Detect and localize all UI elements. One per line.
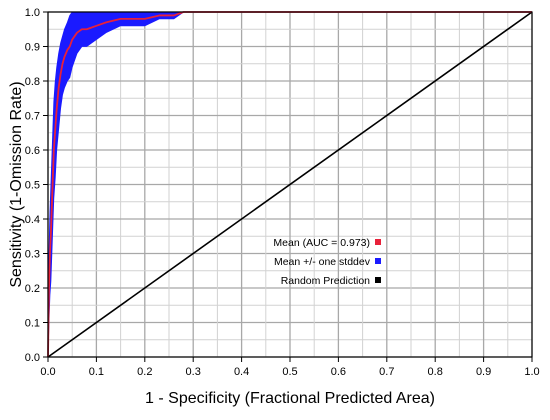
y-tick-label: 0.4 [25,214,40,226]
y-tick-label: 0.9 [25,42,40,54]
legend-swatch-mean [375,239,381,245]
x-tick-label: 0.9 [476,366,491,378]
y-tick-label: 0.3 [25,249,40,261]
legend-label-mean: Mean (AUC = 0.973) [273,237,370,249]
random-prediction-line [47,11,533,358]
x-tick-label: 0.1 [89,366,104,378]
y-tick-label: 0.5 [25,180,40,192]
series-lines [47,11,533,358]
legend: Mean (AUC = 0.973) Mean +/- one stddev R… [273,237,381,287]
x-tick-label: 0.3 [186,366,201,378]
x-tick-label: 0.8 [428,366,443,378]
y-tick-label: 0.2 [25,283,40,295]
x-tick-label: 0.5 [282,366,297,378]
x-tick-label: 1.0 [524,366,539,378]
x-tick-labels: 0.0 0.1 0.2 0.3 0.4 0.5 0.6 0.7 0.8 0.9 1.0 [40,357,540,378]
y-tick-label: 0.8 [25,76,40,88]
x-tick-label: 0.0 [40,366,55,378]
y-tick-label: 0.6 [25,145,40,157]
y-tick-label: 0.1 [25,318,40,330]
stddev-band-area [47,11,532,358]
x-tick-label: 0.2 [137,366,152,378]
y-tick-label: 0.7 [25,111,40,123]
y-tick-label: 0.0 [25,352,40,364]
x-axis-title: 1 - Specificity (Fractional Predicted Ar… [145,390,435,407]
legend-swatch-stddev [375,258,381,264]
y-tick-label: 1.0 [25,7,40,19]
mean-roc-line [47,11,532,358]
legend-swatch-random [375,277,381,283]
y-tick-labels: 0.0 0.1 0.2 0.3 0.4 0.5 0.6 0.7 0.8 0.9 1.0 [25,7,48,364]
y-axis-title: Sensitivity (1-Omission Rate) [8,81,25,287]
legend-label-random: Random Prediction [281,275,370,287]
grid [47,11,533,358]
x-tick-label: 0.6 [331,366,346,378]
x-tick-label: 0.4 [234,366,249,378]
legend-label-stddev: Mean +/- one stddev [274,256,371,268]
stddev-band [47,11,532,358]
x-tick-label: 0.7 [379,366,394,378]
